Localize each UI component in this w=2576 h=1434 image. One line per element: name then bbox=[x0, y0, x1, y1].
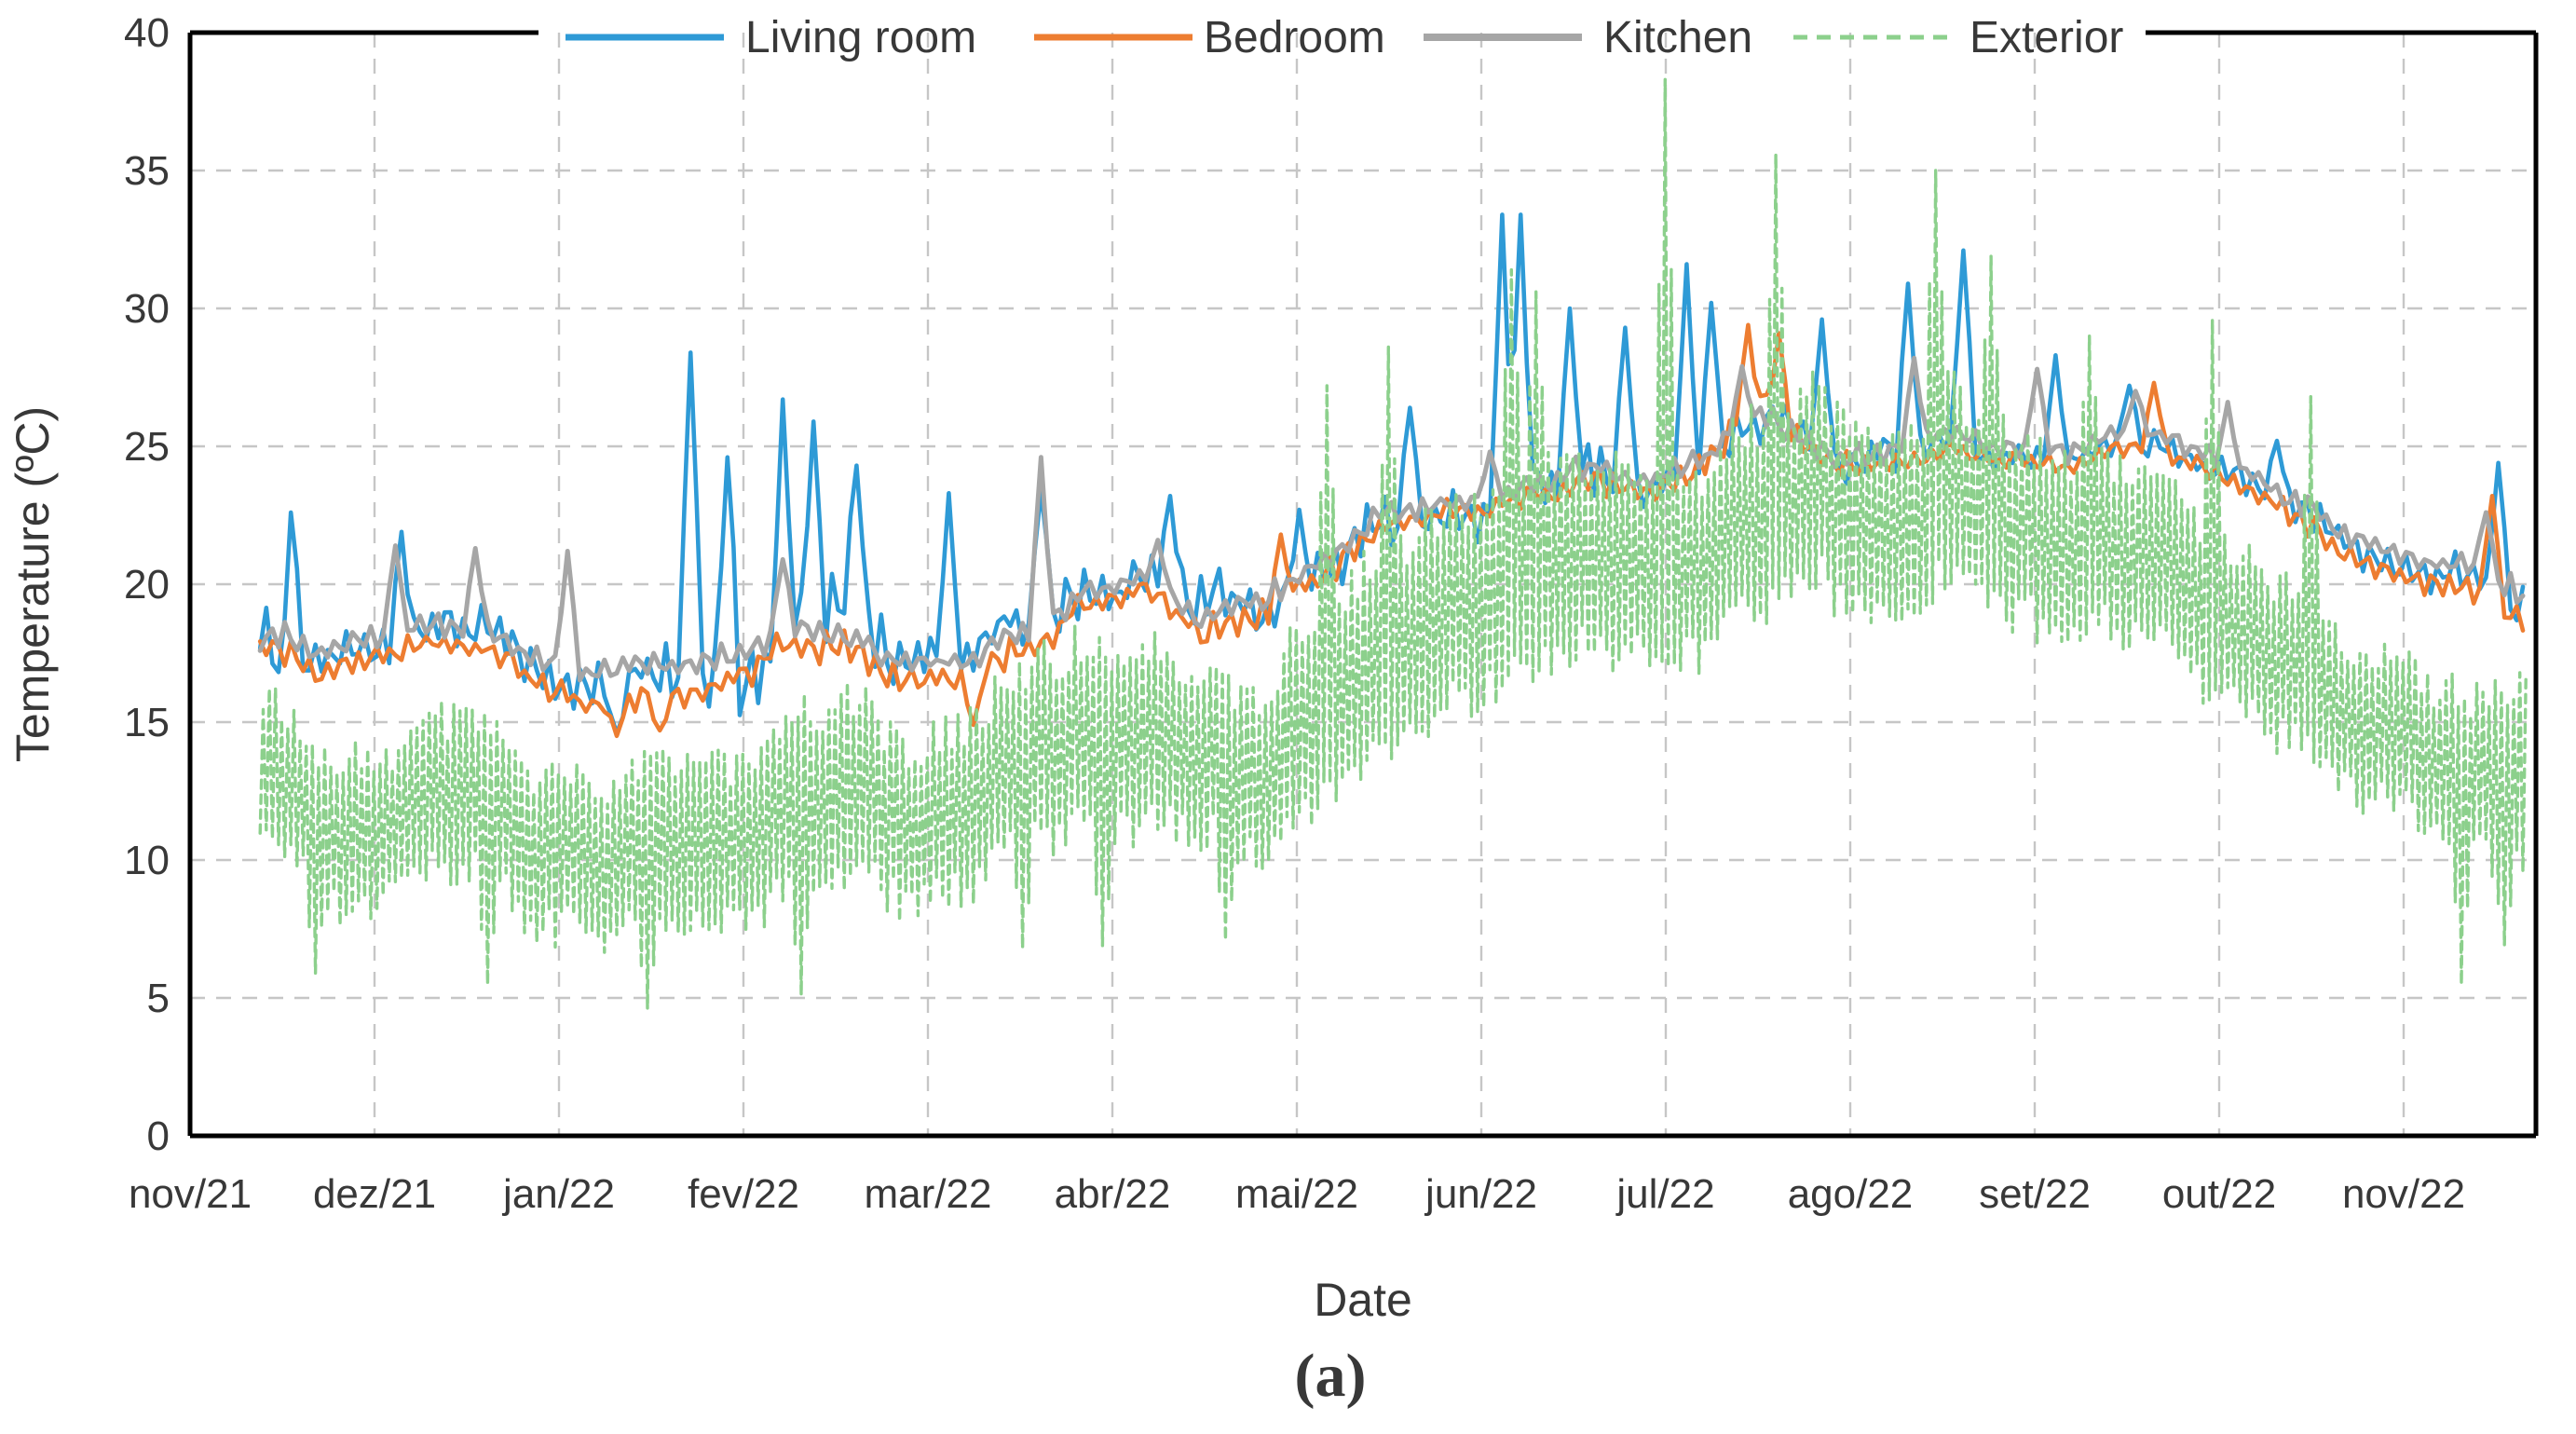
x-tick-label: dez/21 bbox=[313, 1171, 436, 1217]
y-tick-label: 0 bbox=[147, 1113, 170, 1159]
chart-legend: Living room Bedroom Kitchen Exterior bbox=[566, 13, 2123, 62]
x-tick-label: ago/22 bbox=[1788, 1171, 1914, 1217]
x-tick-label: nov/22 bbox=[2342, 1171, 2465, 1217]
x-tick-label: nov/21 bbox=[129, 1171, 252, 1217]
y-tick-label: 35 bbox=[124, 148, 170, 194]
y-tick-label: 40 bbox=[124, 10, 170, 56]
x-tick-label: abr/22 bbox=[1055, 1171, 1171, 1217]
y-axis-tick-labels: 0 5 10 15 20 25 30 35 40 bbox=[124, 10, 170, 1159]
y-tick-label: 5 bbox=[147, 976, 170, 1021]
x-axis-tick-labels: nov/21 dez/21 jan/22 fev/22 mar/22 abr/22 mai/… bbox=[129, 1171, 2465, 1217]
legend-label: Bedroom bbox=[1204, 13, 1385, 62]
plot-frame bbox=[187, 30, 2539, 1139]
x-tick-label: fev/22 bbox=[688, 1171, 799, 1217]
x-tick-label: mar/22 bbox=[865, 1171, 992, 1217]
legend-item-kitchen: Kitchen bbox=[1424, 13, 1752, 62]
x-tick-label: jun/22 bbox=[1424, 1171, 1537, 1217]
series-lines bbox=[257, 77, 2528, 1011]
legend-label: Living room bbox=[745, 13, 976, 62]
y-tick-label: 20 bbox=[124, 562, 170, 608]
x-tick-label: mai/22 bbox=[1235, 1171, 1358, 1217]
x-tick-label: set/22 bbox=[1979, 1171, 2091, 1217]
y-tick-label: 30 bbox=[124, 286, 170, 332]
legend-item-living-room: Living room bbox=[566, 13, 976, 62]
legend-label: Exterior bbox=[1969, 13, 2123, 62]
y-tick-label: 15 bbox=[124, 700, 170, 745]
subfigure-caption: (a) bbox=[1295, 1342, 1367, 1410]
x-axis-title: Date bbox=[1314, 1274, 1412, 1326]
legend-item-exterior: Exterior bbox=[1793, 13, 2123, 62]
y-axis-title: Temperature (ºC) bbox=[7, 406, 59, 762]
legend-label: Kitchen bbox=[1603, 13, 1752, 62]
legend-item-bedroom: Bedroom bbox=[1034, 13, 1385, 62]
series-line-exterior bbox=[258, 77, 2528, 1011]
x-tick-label: jul/22 bbox=[1615, 1171, 1714, 1217]
x-tick-label: out/22 bbox=[2162, 1171, 2276, 1217]
y-tick-label: 25 bbox=[124, 424, 170, 470]
series-line-kitchen bbox=[257, 355, 2526, 683]
series-line-living-room bbox=[257, 212, 2526, 736]
y-tick-label: 10 bbox=[124, 838, 170, 883]
x-tick-label: jan/22 bbox=[501, 1171, 615, 1217]
